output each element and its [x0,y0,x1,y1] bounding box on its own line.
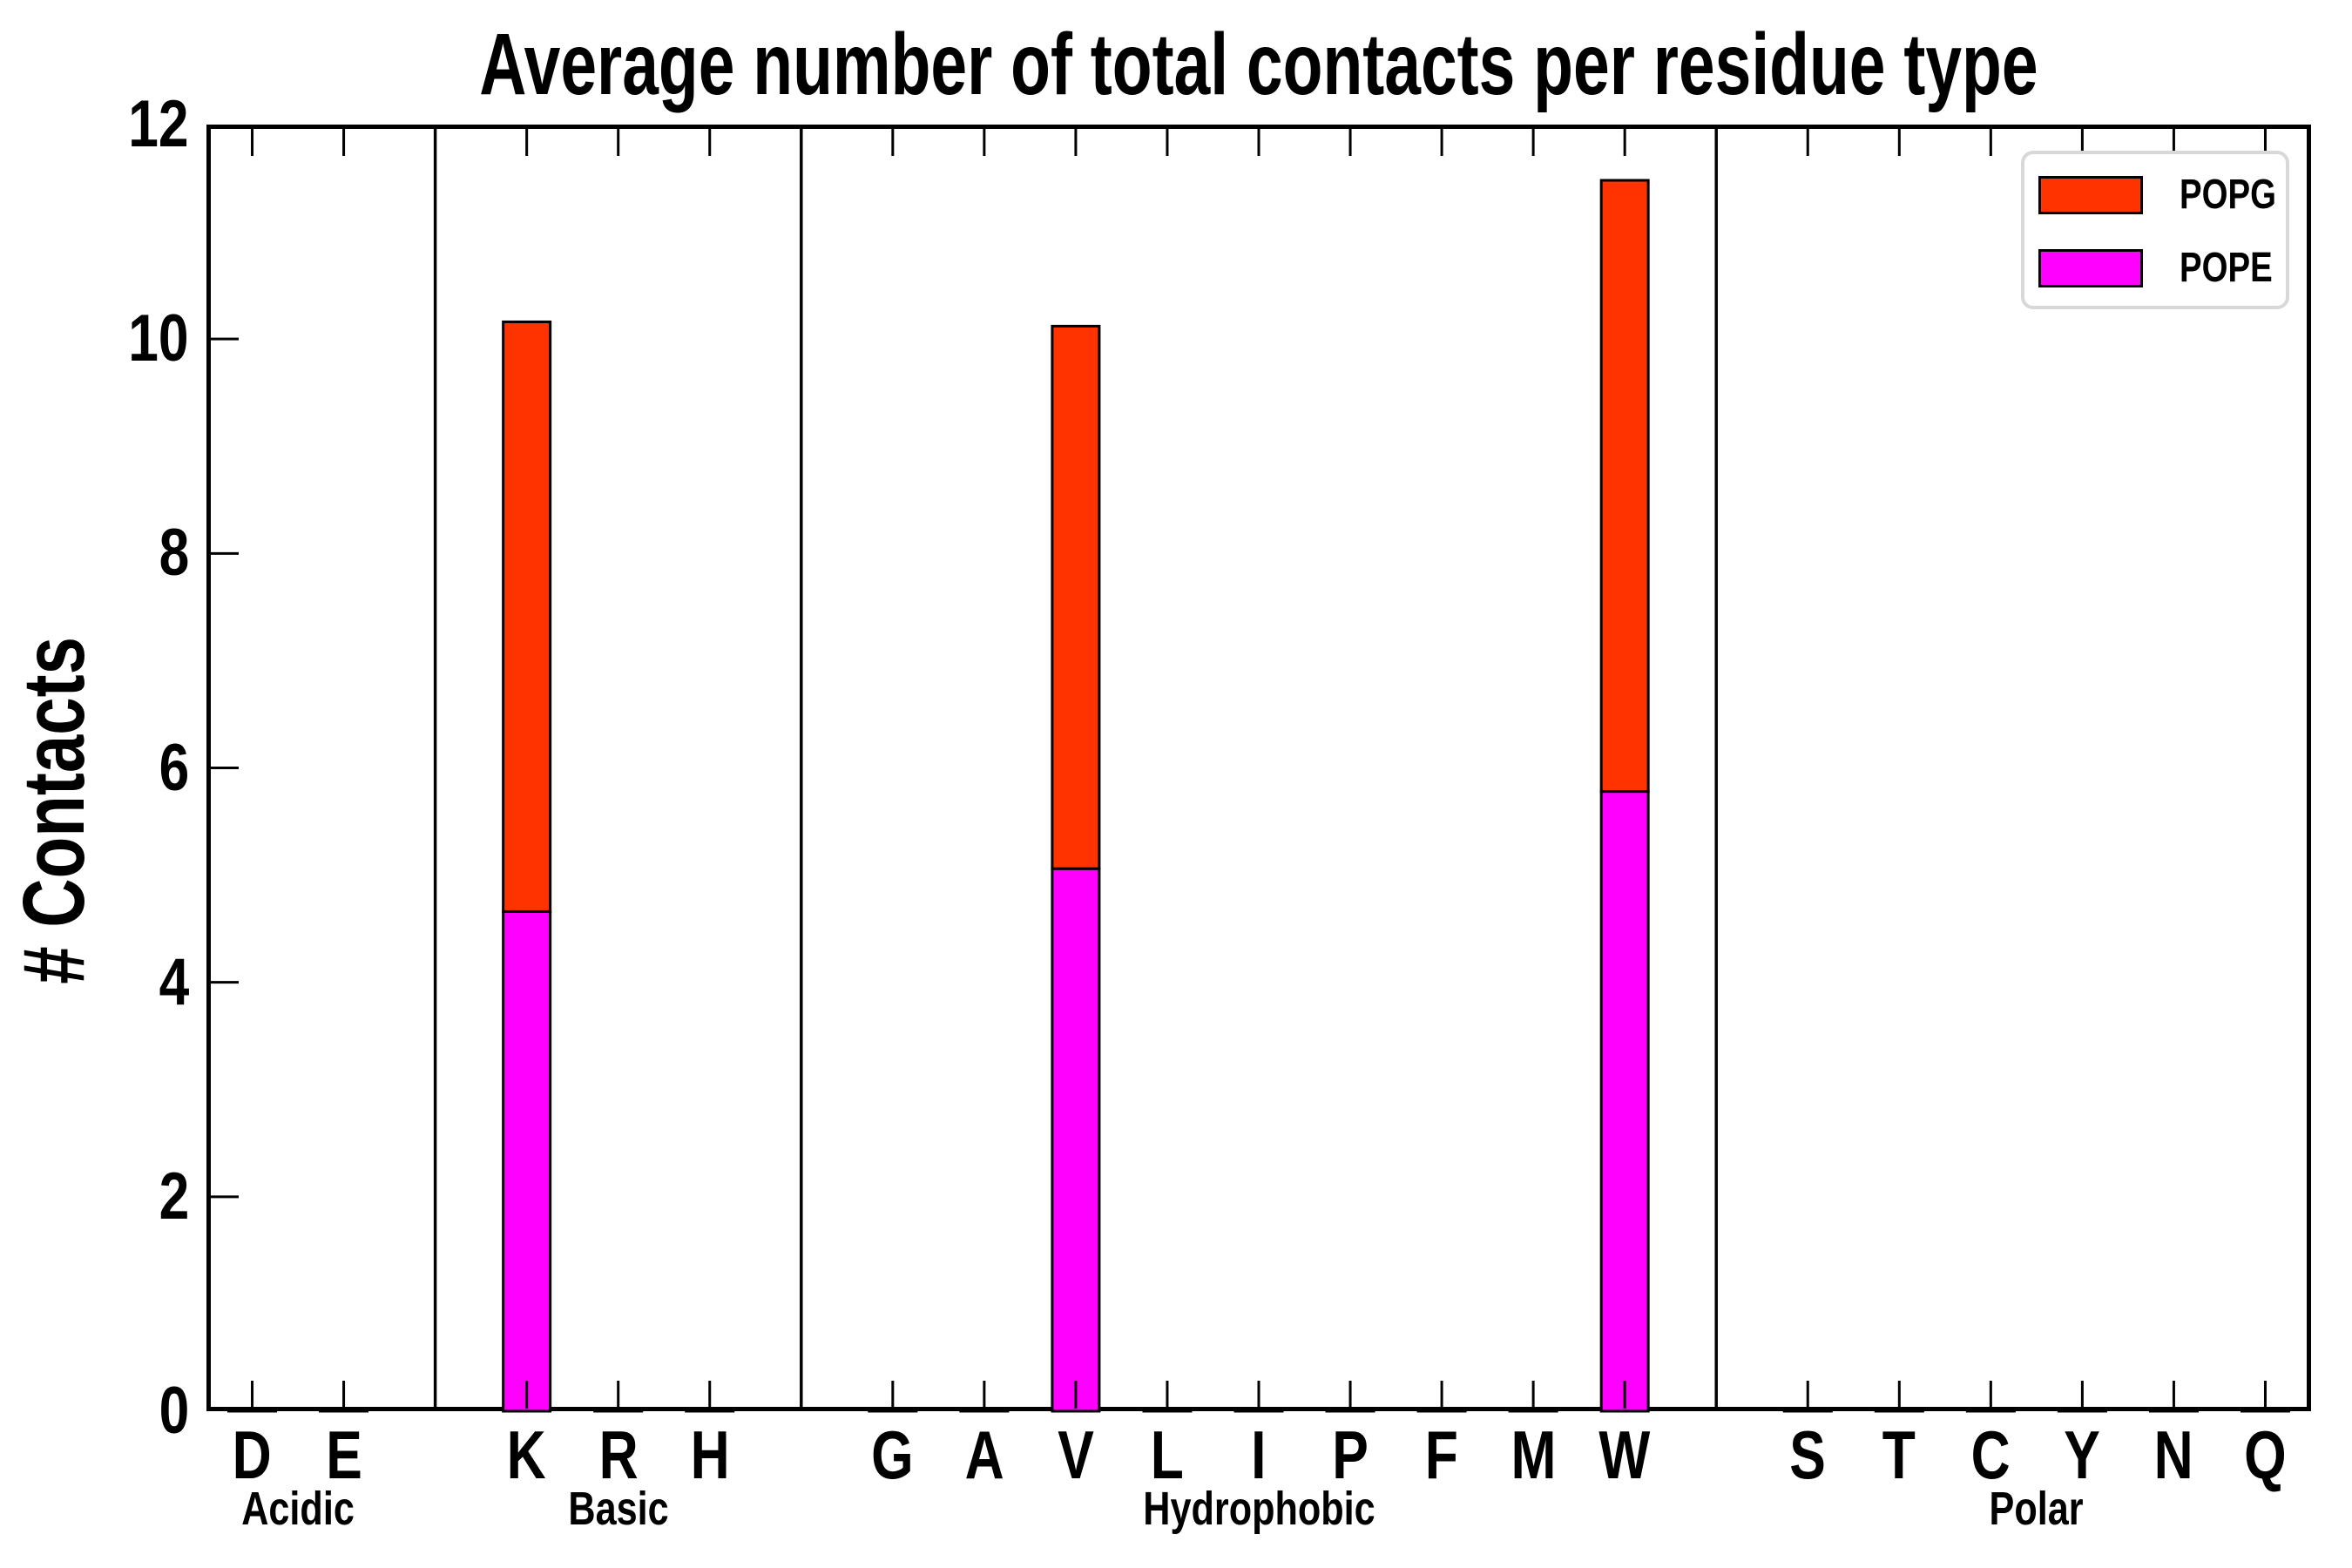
bar-segment-popg-S [1782,1408,1833,1412]
x-tick-label-W-text: W [1598,1416,1651,1493]
x-tick-label-A-text: A [964,1416,1004,1493]
y-tick-label-2: 2 [0,1159,189,1233]
y-tick-label-10: 10 [0,304,189,374]
bar-segment-popg-W [1599,179,1650,794]
x-tick-label-M: M [1463,1420,1603,1490]
legend-label-text: POPE [2180,245,2273,291]
legend-label-text: POPG [2180,172,2276,218]
group-label-polar: Polar [1828,1483,2246,1535]
x-tick-label-H: H [640,1420,780,1490]
x-tick-label-Q: Q [2195,1420,2335,1490]
x-tick-label-C-text: C [1970,1416,2011,1493]
bar-segment-popg-K [502,320,552,913]
bar-segment-popg-V [1051,324,1101,870]
group-label-hydrophobic: Hydrophobic [1050,1483,1468,1535]
x-tick-label-P-text: P [1332,1416,1369,1493]
x-tick-label-N: N [2104,1420,2243,1490]
bar-segment-popg-I [1233,1408,1284,1412]
bar-segment-popg-T [1874,1408,1924,1412]
group-label-acidic-text: Acidic [241,1483,355,1535]
x-tick-label-I: I [1189,1420,1328,1490]
x-tick-label-F: F [1372,1420,1511,1490]
x-tick-label-D-text: D [232,1416,273,1493]
bar-segment-popg-H [685,1408,735,1412]
bar-segment-popg-N [2148,1408,2199,1412]
x-tick-label-C: C [1921,1420,2060,1490]
x-tick-label-Y-text: Y [2064,1416,2101,1493]
y-tick-label-12-text: 12 [128,87,189,161]
y-tick-label-8: 8 [0,518,189,588]
x-tick-label-V-text: V [1058,1416,1094,1493]
x-tick-label-T: T [1829,1420,1969,1490]
legend-entry-pope: POPE [2024,242,2286,294]
x-tick-label-R: R [549,1420,688,1490]
x-tick-label-K-text: K [507,1416,547,1493]
x-tick-label-H-text: H [690,1416,730,1493]
bar-segment-pope-K [502,909,552,1413]
y-tick-label-4: 4 [0,944,189,1019]
legend-entry-popg: POPG [2024,169,2286,221]
bar-segment-pope-V [1051,867,1101,1413]
x-tick-label-R-text: R [598,1416,639,1493]
x-tick-label-P: P [1281,1420,1420,1490]
bar-segment-pope-W [1599,790,1650,1413]
group-label-hydrophobic-text: Hydrophobic [1142,1483,1375,1535]
x-tick-label-L: L [1098,1420,1237,1490]
x-tick-label-N-text: N [2153,1416,2193,1493]
x-tick-label-K: K [457,1420,597,1490]
x-tick-label-W: W [1555,1420,1694,1490]
legend: POPG POPE [2021,151,2289,309]
bar-segment-popg-C [1965,1408,2016,1412]
legend-swatch-pope [2038,249,2143,287]
x-tick-label-T-text: T [1882,1416,1916,1493]
bar-segment-popg-M [1508,1408,1558,1412]
legend-label-popg: POPG [2180,169,2301,221]
chart-title-text: Average number of total contacts per res… [479,16,2038,113]
group-label-basic: Basic [409,1483,828,1535]
x-tick-label-E: E [274,1420,414,1490]
y-tick-label-6: 6 [0,733,189,803]
y-tick-label-2-text: 2 [159,1159,189,1233]
x-tick-label-D: D [183,1420,322,1490]
group-label-polar-text: Polar [1989,1483,2084,1535]
bar-segment-popg-F [1416,1408,1467,1412]
x-tick-label-S-text: S [1789,1416,1827,1493]
x-tick-label-G: G [823,1420,963,1490]
x-tick-label-Q-text: Q [2244,1416,2287,1493]
y-tick-label-0-text: 0 [159,1374,189,1448]
group-label-acidic: Acidic [89,1483,507,1535]
y-tick-label-0: 0 [0,1376,189,1446]
bar-segment-popg-P [1325,1408,1375,1412]
bar-segment-popg-R [593,1408,644,1412]
y-tick-label-8-text: 8 [159,516,189,591]
legend-swatch-popg [2038,176,2143,214]
bar-segment-popg-Q [2240,1408,2290,1412]
y-tick-label-10-text: 10 [128,301,189,376]
x-tick-label-G-text: G [871,1416,915,1493]
x-tick-label-L-text: L [1150,1416,1185,1493]
y-tick-label-12: 12 [0,90,189,159]
group-label-basic-text: Basic [568,1483,669,1535]
x-tick-label-F-text: F [1425,1416,1459,1493]
x-tick-label-M-text: M [1511,1416,1557,1493]
chart-title: Average number of total contacts per res… [206,12,2311,117]
bar-segment-popg-Y [2057,1408,2107,1412]
y-tick-label-4-text: 4 [159,944,189,1019]
x-tick-label-E-text: E [325,1416,362,1493]
bar-segment-popg-L [1142,1408,1193,1412]
bar-segment-popg-A [959,1408,1010,1412]
x-tick-label-A: A [915,1420,1054,1490]
x-tick-label-I-text: I [1251,1416,1267,1493]
y-tick-label-6-text: 6 [159,730,189,805]
x-tick-label-Y: Y [2012,1420,2152,1490]
legend-label-pope: POPE [2180,242,2295,294]
bar-segment-popg-D [227,1408,278,1412]
x-tick-label-V: V [1006,1420,1146,1490]
bar-segment-popg-E [319,1408,369,1412]
bar-segment-popg-G [868,1408,918,1412]
x-tick-label-S: S [1738,1420,1877,1490]
